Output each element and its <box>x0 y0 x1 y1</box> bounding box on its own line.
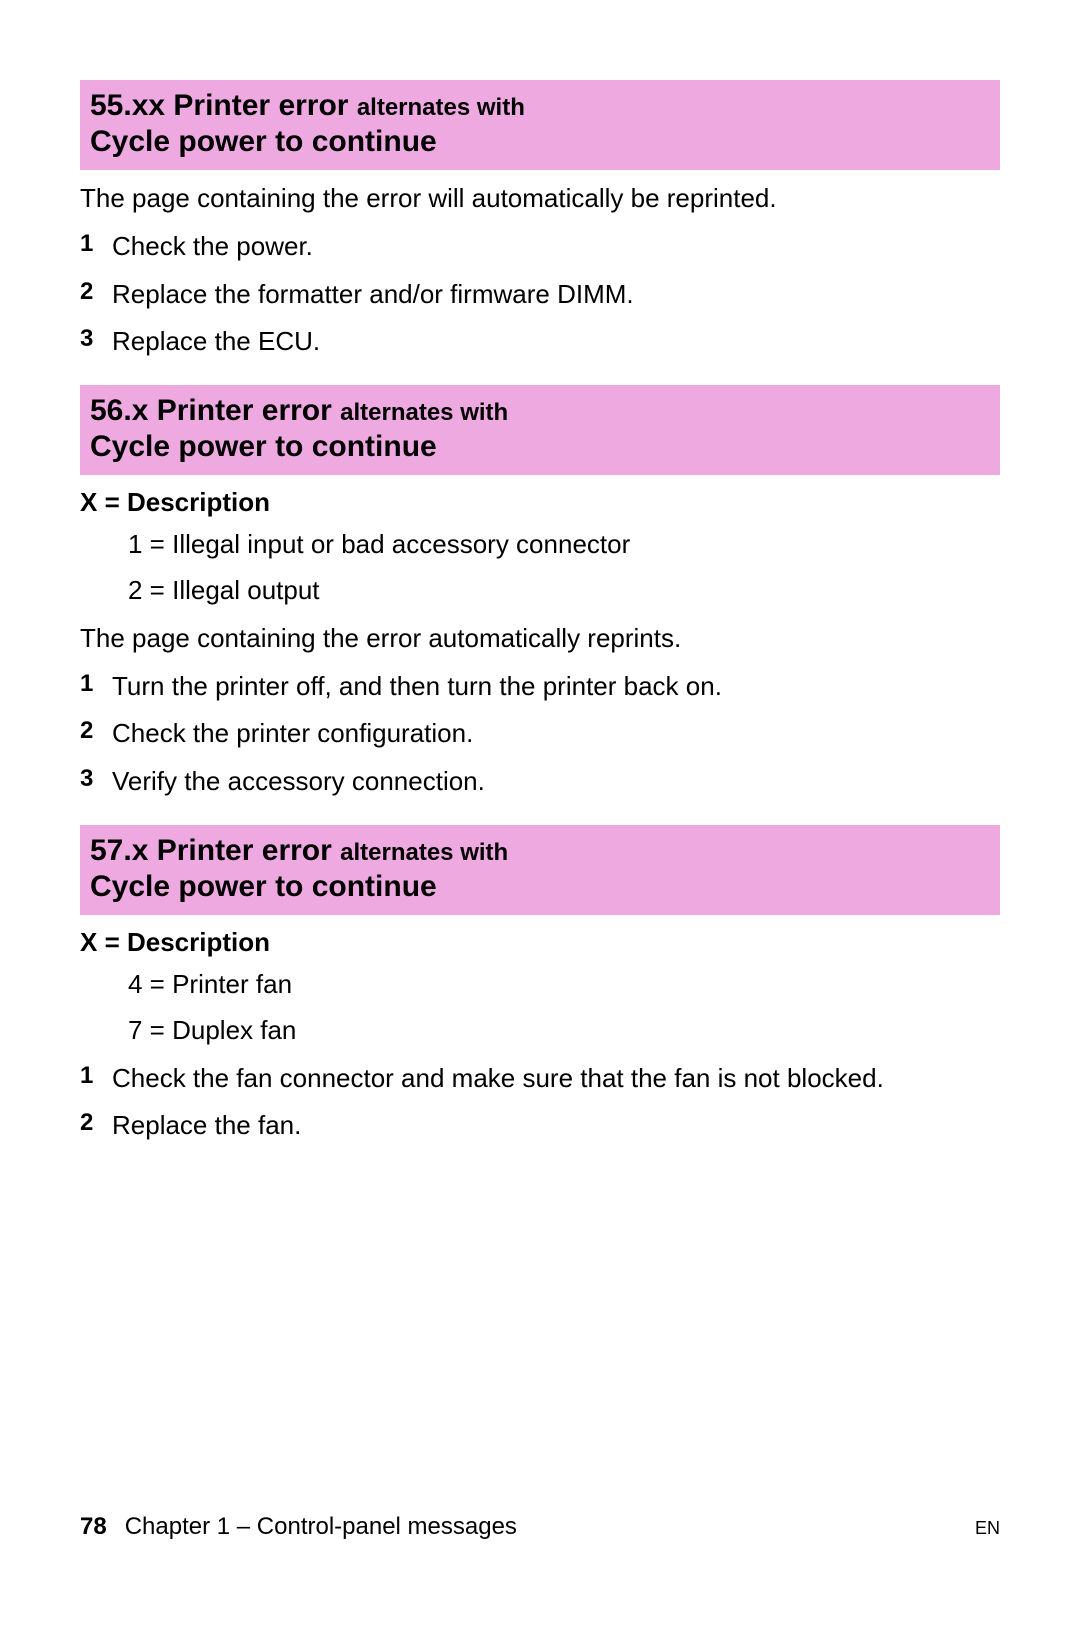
error-header-56-title: 56.x Printer error <box>90 394 332 427</box>
list-text: Verify the accessory connection. <box>112 765 1000 799</box>
error-header-55-line1: 55.xx Printer error alternates with <box>90 88 990 124</box>
list-text: Replace the fan. <box>112 1109 1000 1143</box>
error-header-57-title: 57.x Printer error <box>90 834 332 867</box>
list-item: 2 Replace the fan. <box>80 1109 1000 1143</box>
error-header-57-line2: Cycle power to continue <box>90 869 990 905</box>
list-item: 2 Check the printer configuration. <box>80 717 1000 751</box>
list-number: 3 <box>80 765 112 793</box>
list-text: Check the printer configuration. <box>112 717 1000 751</box>
list-number: 3 <box>80 325 112 353</box>
list-text: Replace the formatter and/or firmware DI… <box>112 278 1000 312</box>
error-header-55-title: 55.xx Printer error <box>90 89 348 122</box>
list-number: 2 <box>80 717 112 745</box>
list-number: 1 <box>80 230 112 258</box>
error-header-57-alt: alternates with <box>340 839 508 866</box>
section-57-steps: 1 Check the fan connector and make sure … <box>80 1062 1000 1144</box>
list-number: 2 <box>80 278 112 306</box>
section-55-intro: The page containing the error will autom… <box>80 182 1000 216</box>
chapter-title: Chapter 1 – Control-panel messages <box>125 1513 975 1541</box>
error-header-57: 57.x Printer error alternates with Cycle… <box>80 825 1000 915</box>
desc-line: 7 = Duplex fan <box>128 1014 1000 1048</box>
error-header-56-line2: Cycle power to continue <box>90 429 990 465</box>
section-57-subheading: X = Description <box>80 927 1000 958</box>
section-57-descriptions: 4 = Printer fan 7 = Duplex fan <box>128 968 1000 1048</box>
list-item: 1 Check the fan connector and make sure … <box>80 1062 1000 1096</box>
section-56-intro: The page containing the error automatica… <box>80 622 1000 656</box>
list-item: 3 Replace the ECU. <box>80 325 1000 359</box>
list-item: 1 Turn the printer off, and then turn th… <box>80 670 1000 704</box>
desc-line: 1 = Illegal input or bad accessory conne… <box>128 528 1000 562</box>
list-number: 1 <box>80 1062 112 1090</box>
page-number: 78 <box>80 1513 107 1541</box>
page-footer: 78 Chapter 1 – Control-panel messages EN <box>80 1513 1000 1541</box>
section-56-steps: 1 Turn the printer off, and then turn th… <box>80 670 1000 799</box>
section-56-subheading: X = Description <box>80 487 1000 518</box>
error-header-56: 56.x Printer error alternates with Cycle… <box>80 385 1000 475</box>
error-header-55-alt: alternates with <box>357 94 525 121</box>
desc-line: 2 = Illegal output <box>128 574 1000 608</box>
list-item: 3 Verify the accessory connection. <box>80 765 1000 799</box>
error-header-56-line1: 56.x Printer error alternates with <box>90 393 990 429</box>
error-header-56-alt: alternates with <box>340 399 508 426</box>
error-header-55: 55.xx Printer error alternates with Cycl… <box>80 80 1000 170</box>
list-item: 2 Replace the formatter and/or firmware … <box>80 278 1000 312</box>
section-56-descriptions: 1 = Illegal input or bad accessory conne… <box>128 528 1000 608</box>
list-text: Replace the ECU. <box>112 325 1000 359</box>
error-header-57-line1: 57.x Printer error alternates with <box>90 833 990 869</box>
list-number: 1 <box>80 670 112 698</box>
list-text: Turn the printer off, and then turn the … <box>112 670 1000 704</box>
page: 55.xx Printer error alternates with Cycl… <box>0 0 1080 1651</box>
language-code: EN <box>975 1518 1000 1539</box>
list-item: 1 Check the power. <box>80 230 1000 264</box>
list-number: 2 <box>80 1109 112 1137</box>
list-text: Check the power. <box>112 230 1000 264</box>
section-55-steps: 1 Check the power. 2 Replace the formatt… <box>80 230 1000 359</box>
list-text: Check the fan connector and make sure th… <box>112 1062 1000 1096</box>
desc-line: 4 = Printer fan <box>128 968 1000 1002</box>
error-header-55-line2: Cycle power to continue <box>90 124 990 160</box>
